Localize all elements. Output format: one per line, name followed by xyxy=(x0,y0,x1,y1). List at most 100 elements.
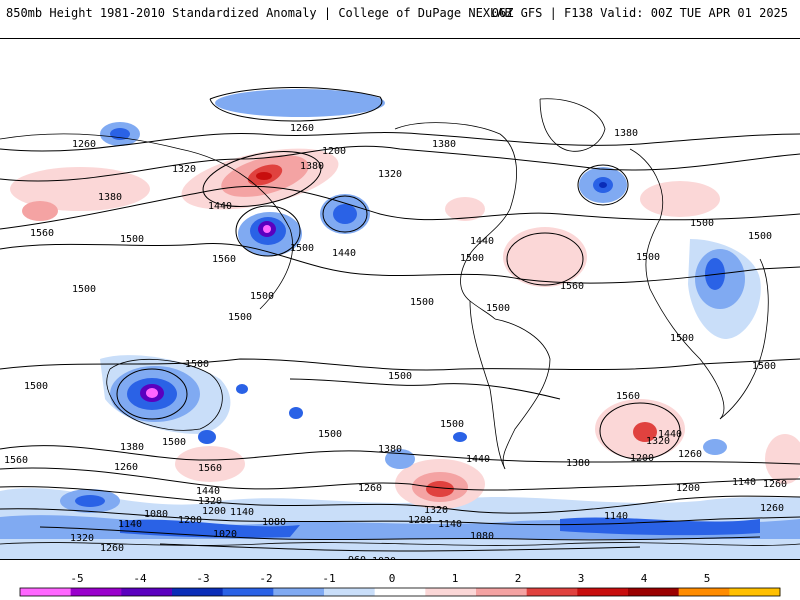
contour-1380-atlantic-low xyxy=(577,164,629,206)
antarctica-coast xyxy=(0,542,800,546)
height-contours xyxy=(0,87,800,552)
south-pacific-positive-core xyxy=(426,481,454,497)
contour-label: 1500 xyxy=(290,243,314,254)
colorbar-tick-label: 4 xyxy=(641,572,648,585)
south-america-west-coast xyxy=(469,300,506,470)
contour-label: 1140 xyxy=(118,519,142,530)
south-america-coast xyxy=(494,318,551,470)
contour-label: 1560 xyxy=(4,455,28,466)
contour-1440-north-pacific-ridge xyxy=(202,151,322,207)
gulf-of-alaska-low-core xyxy=(333,204,357,224)
contour-1200-southern xyxy=(0,508,800,526)
contour-1380-northern xyxy=(0,145,800,182)
contour-label: 1500 xyxy=(162,437,186,448)
contour-1500-aleutian-low xyxy=(235,205,301,257)
colorbar-tick-label: -4 xyxy=(133,572,147,585)
contour-label: 1500 xyxy=(185,359,209,370)
colorbar-swatch xyxy=(476,588,528,596)
colorbar-outline xyxy=(19,587,781,597)
map-title: 850mb Height 1981-2010 Standardized Anom… xyxy=(6,6,512,20)
north-america-coast xyxy=(394,122,517,320)
contour-label: 1260 xyxy=(290,123,314,134)
contour-label: 1500 xyxy=(636,252,660,263)
contour-label: 1500 xyxy=(72,284,96,295)
contour-1560-south-pacific xyxy=(289,378,561,400)
contour-label: 1500 xyxy=(486,303,510,314)
contour-label: 1500 xyxy=(410,297,434,308)
contour-label: 1080 xyxy=(306,558,330,559)
contour-label: 1440 xyxy=(470,236,494,247)
contour-label: 1140 xyxy=(230,507,254,518)
eastern-pacific-positive xyxy=(503,227,587,287)
south-indian-positive xyxy=(175,446,245,482)
contour-label: 1500 xyxy=(250,291,274,302)
africa-east-coast xyxy=(719,258,769,420)
contour-label: 1140 xyxy=(732,477,756,488)
colorbar-swatch xyxy=(729,588,781,596)
contour-label: 1560 xyxy=(30,228,54,239)
colorbar-swatch xyxy=(70,588,122,596)
anomaly-map: 1260 1260 1200 1320 1380 1380 1320 1380 … xyxy=(0,38,800,560)
colorbar-svg: -5 -4 -3 -2 -1 0 1 2 3 4 5 xyxy=(19,572,781,597)
contour-label: 1140 xyxy=(604,511,628,522)
contour-label: 1260 xyxy=(678,449,702,460)
contour-1080-antarctic xyxy=(159,543,641,552)
model-run-info: 06Z GFS | F138 Valid: 00Z TUE APR 01 202… xyxy=(491,6,788,20)
greenland-coast xyxy=(539,98,606,152)
europe-positive xyxy=(640,181,720,217)
coastlines xyxy=(0,98,800,546)
contour-label: 1380 xyxy=(614,128,638,139)
contour-1440-northern xyxy=(0,185,800,230)
contour-label: 1500 xyxy=(228,312,252,323)
colorbar-swatch xyxy=(577,588,629,596)
contour-label: 1380 xyxy=(98,192,122,203)
contour-label: 960 xyxy=(348,555,366,559)
contour-label: 1080 xyxy=(470,531,494,542)
colorbar-swatch xyxy=(121,588,173,596)
contour-label: 1500 xyxy=(318,429,342,440)
contour-label: 1260 xyxy=(72,139,96,150)
contour-label: 1200 xyxy=(630,453,654,464)
contour-label: 1200 xyxy=(676,483,700,494)
contour-label: 1440 xyxy=(208,201,232,212)
contour-label: 1380 xyxy=(120,442,144,453)
contour-1320-southern xyxy=(0,467,800,491)
contour-1260-southern xyxy=(0,486,800,514)
colorbar-swatch xyxy=(526,588,578,596)
contour-1320-northern xyxy=(0,132,800,152)
contour-label: 1140 xyxy=(438,519,462,530)
north-pacific-positive-peak xyxy=(256,172,272,180)
colorbar-swatch xyxy=(324,588,376,596)
colorbar-swatches xyxy=(19,587,781,597)
contour-label: 1500 xyxy=(120,234,144,245)
contour-label: 1260 xyxy=(358,483,382,494)
contour-label: 1500 xyxy=(440,419,464,430)
contour-label: 1020 xyxy=(372,556,396,559)
west-antarctic-low-core xyxy=(75,495,105,507)
contour-label: 1560 xyxy=(198,463,222,474)
eurasia-positive-west xyxy=(10,167,150,211)
colorbar-swatch xyxy=(628,588,680,596)
map-header: 850mb Height 1981-2010 Standardized Anom… xyxy=(0,0,800,26)
contour-label: 1500 xyxy=(690,218,714,229)
tasman-low xyxy=(198,430,216,444)
colorbar-swatch xyxy=(222,588,274,596)
contour-label: 1200 xyxy=(202,506,226,517)
colorbar-tick-label: 1 xyxy=(452,572,459,585)
contour-1560-south-atlantic-high xyxy=(599,402,681,460)
australia-negative-center xyxy=(146,388,158,398)
contour-1500-australia-low xyxy=(116,368,188,420)
contour-label: 1260 xyxy=(114,462,138,473)
contour-1560-east-pacific-high xyxy=(506,232,584,286)
coral-sea-low xyxy=(236,384,248,394)
contour-label: 1380 xyxy=(300,161,324,172)
contour-label: 1320 xyxy=(198,496,222,507)
colorbar-swatch xyxy=(425,588,477,596)
colorbar-tick-labels: -5 -4 -3 -2 -1 0 1 2 3 4 5 xyxy=(70,572,710,585)
colorbar-tick-label: -5 xyxy=(70,572,83,585)
contour-label: 1500 xyxy=(752,361,776,372)
colorbar-tick-label: 0 xyxy=(389,572,396,585)
contour-1140-southern xyxy=(39,526,761,541)
colorbar-swatch xyxy=(273,588,325,596)
colorbar-swatch xyxy=(678,588,730,596)
